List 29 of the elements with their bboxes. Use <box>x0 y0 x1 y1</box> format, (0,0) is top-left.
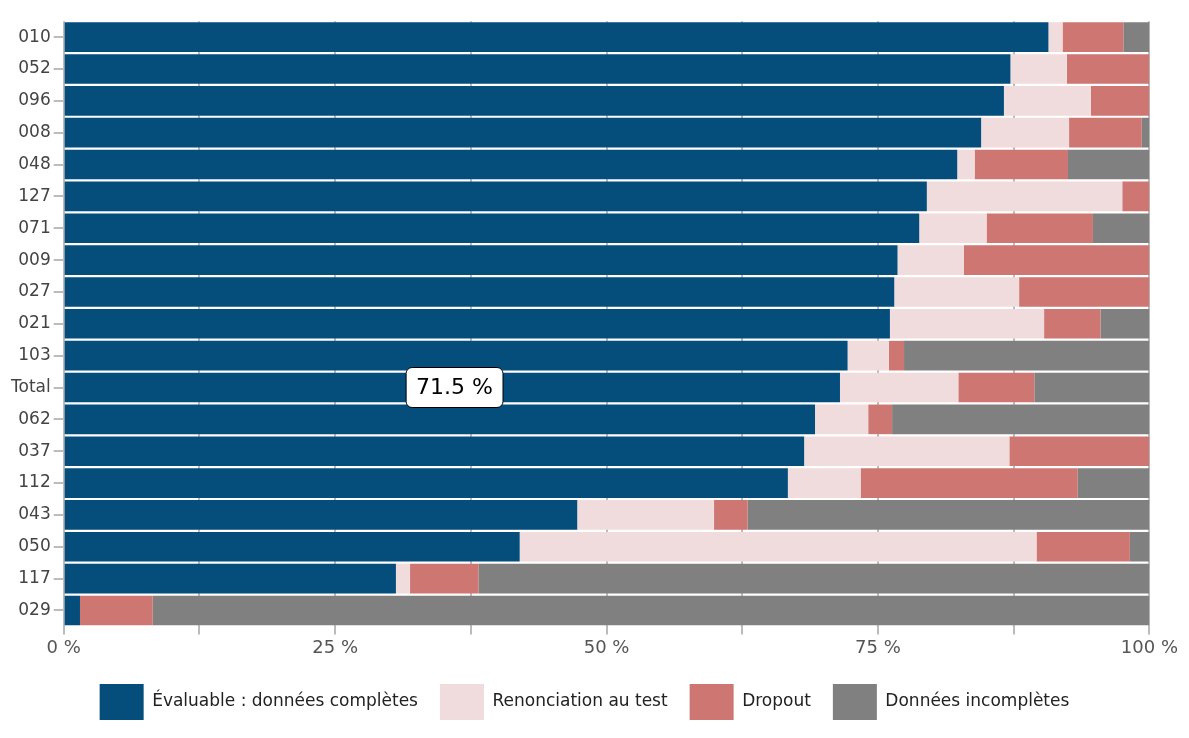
y-tick-label: 037 <box>18 439 51 460</box>
legend-label: Données incomplètes <box>885 690 1070 711</box>
y-tick-label: 052 <box>18 57 51 78</box>
y-tick-label: 009 <box>18 248 51 269</box>
y-tick-label: 029 <box>18 598 51 619</box>
legend-label: Évaluable : données complètes <box>152 689 419 711</box>
y-tick-label: 096 <box>18 89 51 110</box>
legend-label: Renonciation au test <box>492 690 668 711</box>
x-tick-label: 50 % <box>583 635 630 657</box>
legend-label: Dropout <box>742 690 812 711</box>
x-tick-label: 100 % <box>1120 635 1178 657</box>
y-tick-label: 021 <box>18 312 51 333</box>
y-tick-label: 071 <box>18 216 51 237</box>
y-tick-label: 127 <box>18 184 51 205</box>
y-tick-label: 062 <box>18 407 51 428</box>
y-tick-label: 027 <box>18 280 51 301</box>
annotation: 71.5 % <box>416 374 493 400</box>
x-tick-label: 25 % <box>312 635 358 657</box>
x-tick-label: 0 % <box>46 635 81 657</box>
y-tick-label: Total <box>10 375 51 396</box>
y-tick-label: 048 <box>18 152 51 173</box>
y-tick-label: 010 <box>18 25 51 46</box>
y-tick-label: 050 <box>18 535 51 556</box>
x-tick-label: 75 % <box>855 635 901 657</box>
y-tick-label: 112 <box>18 471 51 492</box>
y-tick-label: 008 <box>18 121 51 142</box>
y-tick-label: 103 <box>18 344 51 365</box>
y-tick-label: 043 <box>18 503 51 524</box>
y-tick-label: 117 <box>18 567 51 588</box>
